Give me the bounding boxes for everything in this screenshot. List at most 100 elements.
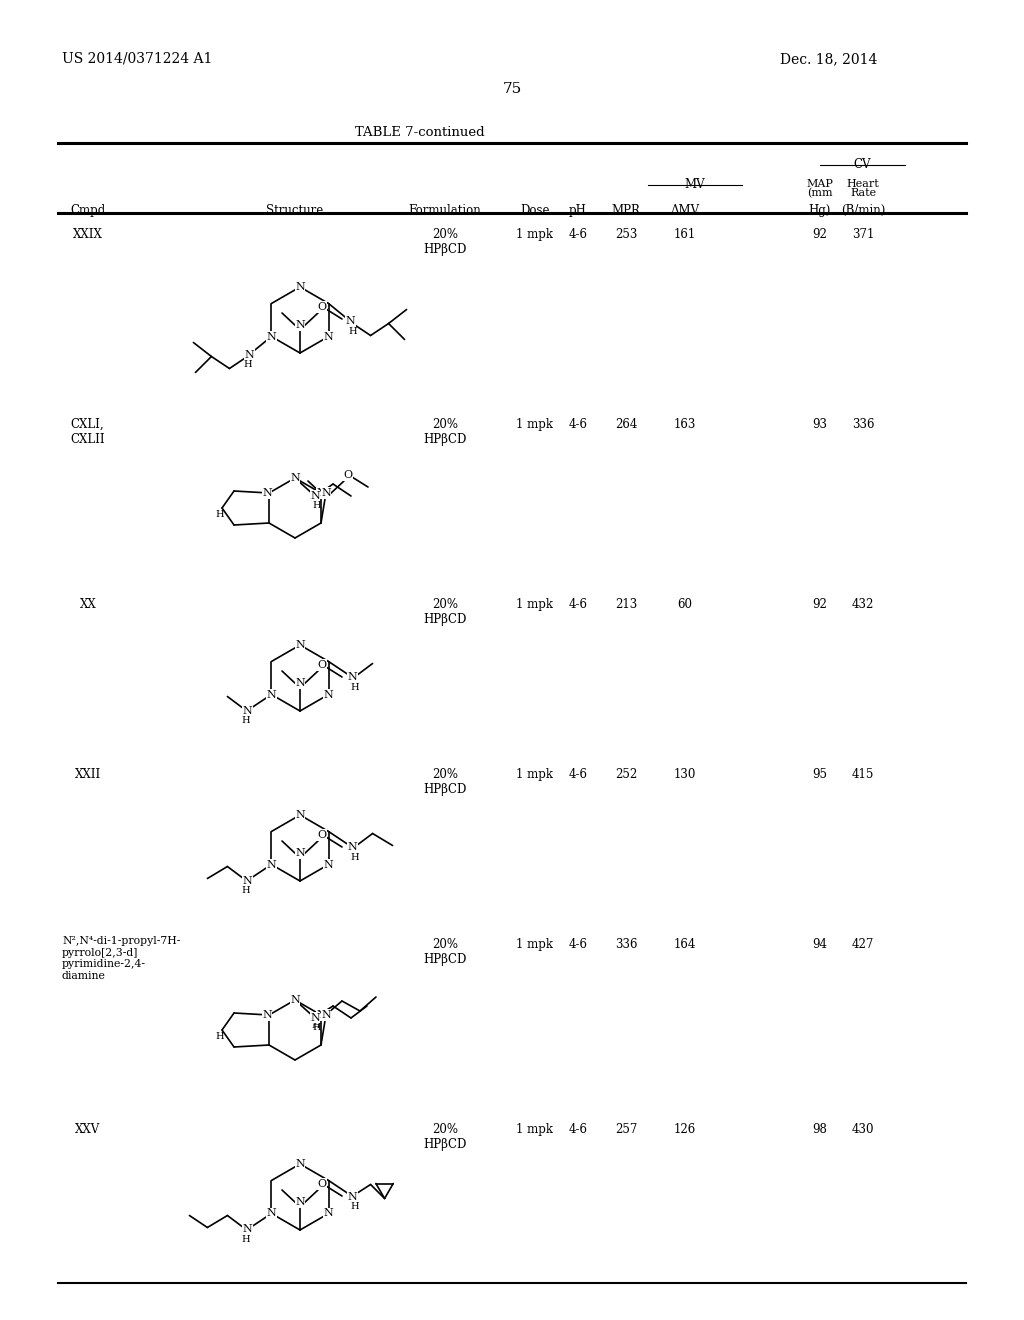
Text: (B/min): (B/min)	[841, 205, 885, 216]
Text: N: N	[324, 689, 334, 700]
Text: 20%
HPβCD: 20% HPβCD	[423, 768, 467, 796]
Text: N: N	[346, 317, 355, 326]
Text: N: N	[243, 705, 252, 715]
Text: H: H	[312, 502, 322, 511]
Text: XXIX: XXIX	[73, 228, 103, 242]
Text: 252: 252	[614, 768, 637, 781]
Text: N: N	[310, 491, 319, 502]
Text: H: H	[243, 360, 252, 370]
Text: CV: CV	[853, 158, 870, 172]
Text: N: N	[348, 672, 357, 682]
Text: N: N	[324, 1209, 334, 1218]
Text: 253: 253	[614, 228, 637, 242]
Text: 336: 336	[852, 418, 874, 432]
Text: Formulation: Formulation	[409, 205, 481, 216]
Text: H: H	[350, 682, 358, 692]
Text: Dec. 18, 2014: Dec. 18, 2014	[780, 51, 878, 66]
Text: N: N	[266, 1209, 276, 1218]
Text: N²,N⁴-di-1-propyl-7H-
pyrrolo[2,3-d]
pyrimidine-2,4-
diamine: N²,N⁴-di-1-propyl-7H- pyrrolo[2,3-d] pyr…	[62, 936, 180, 981]
Text: N: N	[295, 282, 305, 292]
Text: N: N	[262, 488, 272, 498]
Text: 264: 264	[614, 418, 637, 432]
Text: N: N	[295, 319, 305, 330]
Text: N: N	[290, 473, 300, 483]
Text: 92: 92	[813, 598, 827, 611]
Text: 1 mpk: 1 mpk	[516, 418, 554, 432]
Text: N: N	[295, 1197, 305, 1206]
Text: N: N	[316, 1010, 326, 1020]
Text: 126: 126	[674, 1123, 696, 1137]
Text: N: N	[262, 1010, 272, 1020]
Text: N: N	[322, 1010, 331, 1020]
Text: 20%
HPβCD: 20% HPβCD	[423, 939, 467, 966]
Text: N: N	[324, 331, 334, 342]
Text: 98: 98	[813, 1123, 827, 1137]
Text: N: N	[243, 1225, 252, 1234]
Text: 20%
HPβCD: 20% HPβCD	[423, 418, 467, 446]
Text: H: H	[216, 510, 224, 519]
Text: 4-6: 4-6	[568, 939, 588, 950]
Text: 92: 92	[813, 228, 827, 242]
Text: N: N	[266, 859, 276, 870]
Text: H: H	[312, 1023, 322, 1032]
Text: 371: 371	[852, 228, 874, 242]
Text: N: N	[348, 1192, 357, 1201]
Text: TABLE 7-continued: TABLE 7-continued	[355, 125, 484, 139]
Text: H: H	[241, 715, 250, 725]
Text: 1 mpk: 1 mpk	[516, 768, 554, 781]
Text: 1 mpk: 1 mpk	[516, 598, 554, 611]
Text: 1 mpk: 1 mpk	[516, 1123, 554, 1137]
Text: H: H	[241, 1236, 250, 1243]
Text: 4-6: 4-6	[568, 1123, 588, 1137]
Text: (mm: (mm	[807, 187, 833, 198]
Text: US 2014/0371224 A1: US 2014/0371224 A1	[62, 51, 212, 66]
Text: 75: 75	[503, 82, 521, 96]
Text: 213: 213	[614, 598, 637, 611]
Text: CXLI,
CXLII: CXLI, CXLII	[71, 418, 105, 446]
Text: N: N	[266, 331, 276, 342]
Text: MPR: MPR	[611, 205, 640, 216]
Text: 20%
HPβCD: 20% HPβCD	[423, 598, 467, 626]
Text: XX: XX	[80, 598, 96, 611]
Text: 161: 161	[674, 228, 696, 242]
Text: 95: 95	[812, 768, 827, 781]
Text: 1 mpk: 1 mpk	[516, 228, 554, 242]
Text: N: N	[295, 1159, 305, 1170]
Text: H: H	[216, 1032, 224, 1041]
Text: 336: 336	[614, 939, 637, 950]
Text: O: O	[317, 302, 327, 312]
Text: N: N	[310, 1012, 319, 1023]
Text: 130: 130	[674, 768, 696, 781]
Text: 94: 94	[812, 939, 827, 950]
Text: 93: 93	[812, 418, 827, 432]
Text: 415: 415	[852, 768, 874, 781]
Text: 432: 432	[852, 598, 874, 611]
Text: H: H	[348, 327, 357, 337]
Text: N: N	[290, 995, 300, 1005]
Text: 4-6: 4-6	[568, 418, 588, 432]
Text: H: H	[350, 853, 358, 862]
Text: N: N	[322, 488, 331, 498]
Text: N: N	[295, 640, 305, 649]
Text: Structure: Structure	[266, 205, 324, 216]
Text: H: H	[241, 886, 250, 895]
Text: 257: 257	[614, 1123, 637, 1137]
Text: N: N	[295, 678, 305, 688]
Text: ΔMV: ΔMV	[671, 205, 699, 216]
Text: Hg): Hg)	[809, 205, 831, 216]
Text: N: N	[316, 488, 326, 498]
Text: N: N	[245, 350, 254, 359]
Text: 20%
HPβCD: 20% HPβCD	[423, 228, 467, 256]
Text: 60: 60	[678, 598, 692, 611]
Text: Rate: Rate	[850, 187, 877, 198]
Text: XXII: XXII	[75, 768, 101, 781]
Text: 430: 430	[852, 1123, 874, 1137]
Text: N: N	[324, 859, 334, 870]
Text: H: H	[350, 1203, 358, 1210]
Text: 20%
HPβCD: 20% HPβCD	[423, 1123, 467, 1151]
Text: O: O	[317, 1179, 327, 1189]
Text: MV: MV	[685, 178, 706, 191]
Text: O: O	[317, 660, 327, 671]
Text: O: O	[343, 470, 352, 480]
Text: O: O	[317, 830, 327, 840]
